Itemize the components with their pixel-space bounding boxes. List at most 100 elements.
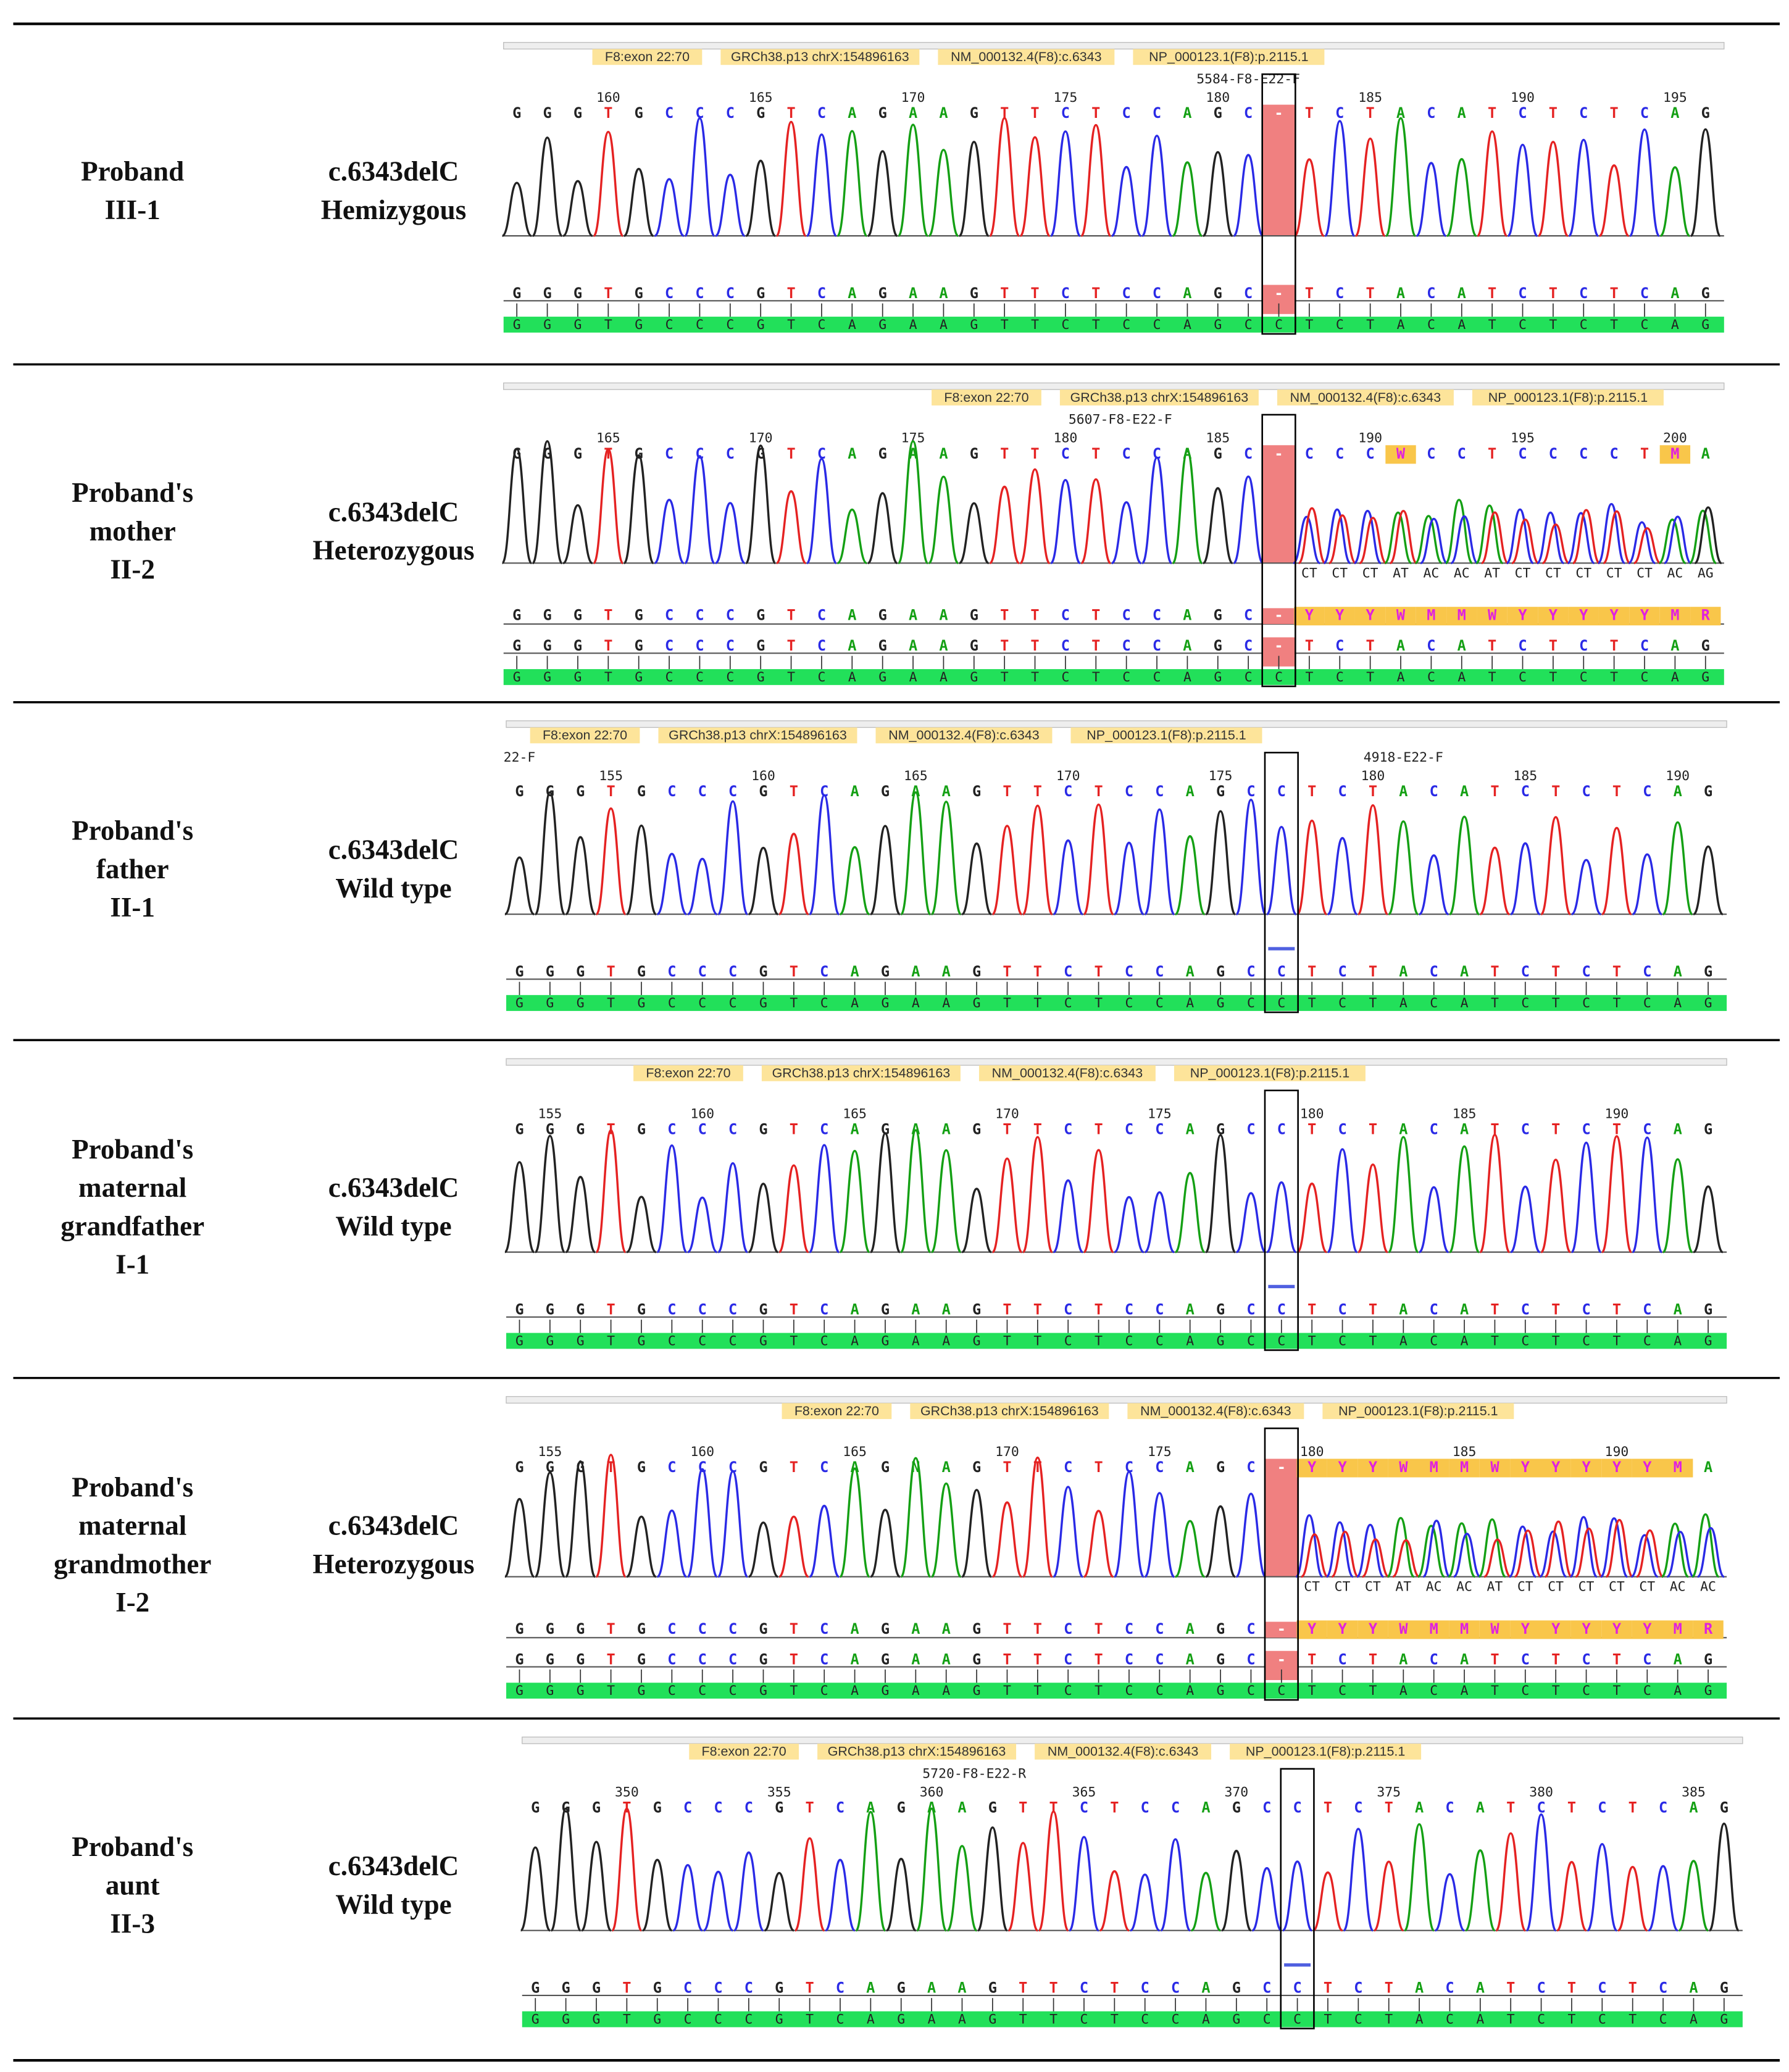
ambiguity-highlight bbox=[1354, 607, 1386, 626]
ambiguity-highlight bbox=[1629, 607, 1660, 626]
reference-base: A bbox=[912, 1334, 920, 1349]
reference-base: T bbox=[1019, 2012, 1027, 2028]
ambiguity-highlight bbox=[1598, 607, 1630, 626]
reference-base: C bbox=[1125, 996, 1133, 1011]
annotation-tag bbox=[761, 1065, 961, 1081]
ambiguity-highlight bbox=[1601, 1620, 1632, 1639]
consensus-base: R bbox=[1701, 607, 1711, 624]
aligned-base: C bbox=[1579, 637, 1588, 654]
reference-base: G bbox=[897, 2012, 905, 2028]
trace-peak bbox=[1567, 138, 1599, 237]
trace-peak bbox=[504, 1497, 535, 1578]
aligned-base: G bbox=[1216, 963, 1225, 980]
reference-base: C bbox=[1430, 996, 1438, 1011]
annotation-tag-text: GRCh38.p13 chrX:154896163 bbox=[772, 1066, 951, 1081]
annotation-tag-text: GRCh38.p13 chrX:154896163 bbox=[920, 1404, 1099, 1418]
trace-peak bbox=[1232, 154, 1264, 237]
deletion-highlight bbox=[1262, 104, 1295, 236]
panel-header bbox=[506, 1396, 1727, 1404]
sample-label: father bbox=[96, 854, 169, 884]
reference-base: C bbox=[1125, 1334, 1133, 1349]
annotation-tag-text: NP_000123.1(F8):p.2115.1 bbox=[1488, 390, 1648, 405]
called-base: G bbox=[972, 1121, 981, 1138]
reference-base: C bbox=[1153, 670, 1161, 685]
trace-peak bbox=[1692, 845, 1724, 915]
called-base: C bbox=[1155, 1121, 1164, 1138]
reference-base: T bbox=[1366, 317, 1374, 333]
reference-base: A bbox=[958, 2012, 966, 2028]
reference-base: C bbox=[1521, 1334, 1529, 1349]
zygosity-label: Heterozygous bbox=[313, 1549, 475, 1579]
sample-label: grandfather bbox=[60, 1210, 204, 1241]
reference-base: C bbox=[1582, 1334, 1590, 1349]
aligned-base: T bbox=[1307, 1301, 1316, 1318]
ambiguity-highlight bbox=[1296, 1458, 1327, 1478]
consensus-base: C bbox=[1064, 1620, 1072, 1637]
ambiguity-highlight bbox=[1294, 607, 1325, 626]
trace-peak bbox=[656, 1509, 688, 1578]
trace-peak bbox=[869, 825, 901, 915]
called-base: T bbox=[1640, 445, 1649, 462]
trace-peak bbox=[1296, 1182, 1328, 1254]
reference-base: G bbox=[970, 670, 978, 685]
trace-peak bbox=[1599, 1517, 1628, 1578]
aligned-base: G bbox=[1232, 1979, 1241, 1997]
trace-peak bbox=[504, 1161, 535, 1254]
reference-base: T bbox=[1003, 1334, 1011, 1349]
zygosity-label: Hemizygous bbox=[321, 194, 466, 225]
trace-peak bbox=[806, 133, 838, 237]
aligned-base: T bbox=[1000, 285, 1009, 302]
trace-peak bbox=[961, 1489, 993, 1578]
reference-base: T bbox=[623, 2012, 631, 2028]
aligned-base: T bbox=[1369, 1650, 1377, 1668]
called-base: A bbox=[1701, 445, 1710, 462]
called-base: G bbox=[576, 783, 585, 800]
aligned-base: C bbox=[817, 285, 826, 302]
aligned-base: T bbox=[1385, 1979, 1393, 1997]
annotation-tag-text: F8:exon 22:70 bbox=[543, 728, 627, 743]
secondary-call: CT bbox=[1639, 1579, 1655, 1595]
aligned-base: G bbox=[1216, 1650, 1225, 1668]
aligned-base: C bbox=[1277, 963, 1286, 980]
trace-peak bbox=[532, 136, 563, 237]
trace-peak bbox=[703, 1870, 734, 1932]
consensus-base: M bbox=[1430, 1620, 1438, 1637]
consensus-base: T bbox=[1033, 1620, 1042, 1637]
trace-peak bbox=[748, 1521, 779, 1578]
ambiguity-highlight bbox=[1479, 1620, 1511, 1639]
consensus-base: A bbox=[911, 1620, 920, 1637]
trace-peak bbox=[1232, 475, 1264, 565]
called-base: G bbox=[881, 1458, 890, 1476]
variant-label: c.6343delC bbox=[328, 1510, 459, 1541]
reference-base: C bbox=[1080, 2012, 1088, 2028]
called-base: T bbox=[607, 783, 615, 800]
called-base: M bbox=[1430, 1458, 1438, 1476]
trace-peak bbox=[562, 504, 593, 565]
called-base: T bbox=[1091, 445, 1100, 462]
consensus-base: G bbox=[881, 1620, 890, 1637]
reference-base: T bbox=[1552, 996, 1560, 1011]
called-base: M bbox=[1670, 445, 1679, 462]
reference-base: G bbox=[635, 317, 643, 333]
reference-bar bbox=[503, 669, 1724, 685]
called-base: C bbox=[1064, 783, 1072, 800]
consensus-base: W bbox=[1399, 1620, 1408, 1637]
called-base: A bbox=[939, 445, 948, 462]
aligned-base: C bbox=[1125, 1301, 1133, 1318]
trace-peak bbox=[1007, 1842, 1039, 1932]
reference-base: G bbox=[775, 2012, 783, 2028]
aligned-base: G bbox=[637, 1301, 646, 1318]
trace-peak bbox=[1190, 1871, 1222, 1932]
position-label: 180 bbox=[1361, 768, 1385, 784]
consensus-base: - bbox=[1274, 607, 1283, 624]
aligned-base: C bbox=[1338, 1650, 1346, 1668]
called-base: T bbox=[1551, 783, 1560, 800]
trace-peak bbox=[1544, 1520, 1573, 1578]
secondary-call: CT bbox=[1365, 1579, 1381, 1595]
called-base: C bbox=[1246, 783, 1255, 800]
trace-peak bbox=[794, 1837, 825, 1932]
aligned-base: T bbox=[1612, 1650, 1621, 1668]
called-base: G bbox=[512, 104, 521, 122]
position-label: 180 bbox=[1300, 1444, 1324, 1460]
sample-label: II-3 bbox=[110, 1908, 155, 1939]
